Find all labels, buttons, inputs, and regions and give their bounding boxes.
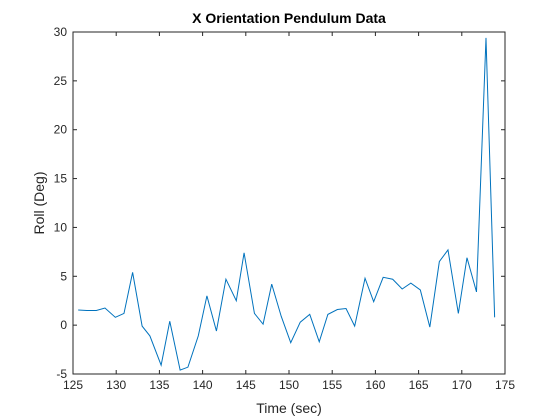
y-tick-label: 15 xyxy=(54,172,68,186)
y-tick-label: 30 xyxy=(54,25,68,39)
x-tick-label: 155 xyxy=(322,378,342,392)
y-tick-label: 0 xyxy=(60,318,67,332)
y-tick-label: 20 xyxy=(54,123,68,137)
x-tick-label: 165 xyxy=(409,378,429,392)
y-tick-label: 10 xyxy=(54,220,68,234)
x-tick-label: 175 xyxy=(495,378,515,392)
y-tick-label: -5 xyxy=(56,367,67,381)
line-series xyxy=(78,37,496,371)
axes-box xyxy=(72,31,506,375)
x-tick-label: 135 xyxy=(149,378,169,392)
x-axis-label: Time (sec) xyxy=(256,400,322,416)
y-tick-label: 5 xyxy=(60,269,67,283)
x-tick-label: 125 xyxy=(63,378,83,392)
y-tick-label: 25 xyxy=(54,74,68,88)
x-tick-label: 150 xyxy=(279,378,299,392)
x-tick-label: 140 xyxy=(193,378,213,392)
y-axis-label: Roll (Deg) xyxy=(31,171,47,234)
chart-title: X Orientation Pendulum Data xyxy=(192,10,386,26)
x-tick-label: 145 xyxy=(236,378,256,392)
x-tick-label: 130 xyxy=(106,378,126,392)
x-tick-label: 170 xyxy=(452,378,472,392)
x-tick-label: 160 xyxy=(365,378,385,392)
